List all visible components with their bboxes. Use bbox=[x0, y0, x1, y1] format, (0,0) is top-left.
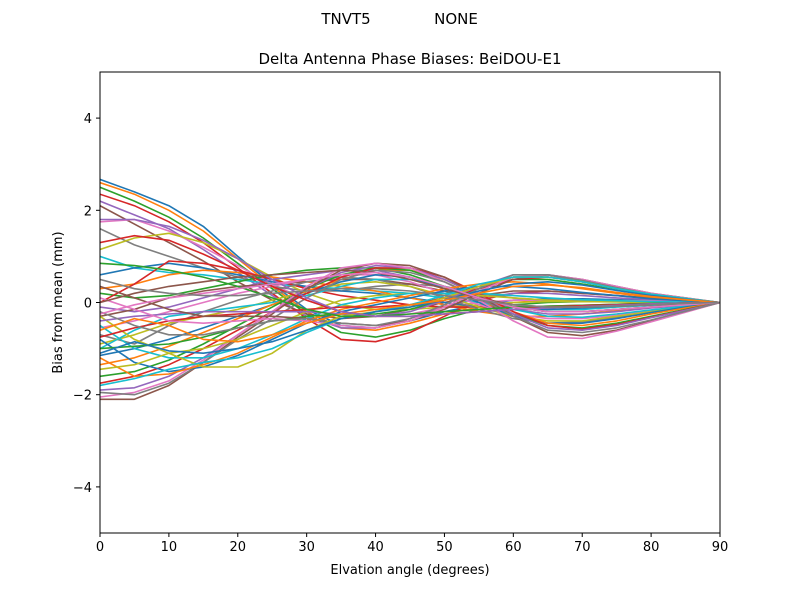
chart-title: Delta Antenna Phase Biases: BeiDOU-E1 bbox=[259, 50, 562, 68]
series-line-23 bbox=[100, 267, 720, 378]
series-line-17 bbox=[100, 273, 720, 329]
x-axis-label: Elvation angle (degrees) bbox=[330, 563, 489, 578]
series-line-45 bbox=[100, 218, 720, 318]
y-tick-label: 0 bbox=[84, 297, 92, 312]
x-tick-label: 10 bbox=[161, 540, 178, 555]
series-group bbox=[100, 178, 720, 401]
suptitle-station: TNVT5 bbox=[320, 10, 370, 28]
x-tick-label: 0 bbox=[96, 540, 104, 555]
y-tick-label: 2 bbox=[84, 204, 92, 219]
x-tick-label: 20 bbox=[230, 540, 247, 555]
series-line-41 bbox=[100, 280, 720, 355]
y-axis-label: Bias from mean (mm) bbox=[51, 231, 66, 373]
y-tick-label: 4 bbox=[84, 112, 92, 127]
series-line-48 bbox=[100, 278, 720, 308]
x-tick-label: 50 bbox=[436, 540, 453, 555]
x-tick-label: 80 bbox=[643, 540, 660, 555]
x-tick-label: 30 bbox=[298, 540, 315, 555]
series-line-38 bbox=[100, 273, 720, 336]
series-line-47 bbox=[100, 271, 720, 315]
y-axis: −4 −2 0 2 4 bbox=[73, 112, 100, 496]
x-tick-label: 40 bbox=[367, 540, 384, 555]
x-axis: 0 10 20 30 40 50 60 70 80 90 bbox=[96, 533, 728, 555]
series-line-37 bbox=[100, 273, 720, 329]
x-tick-label: 70 bbox=[574, 540, 591, 555]
series-line-33 bbox=[100, 278, 720, 350]
x-tick-label: 90 bbox=[712, 540, 729, 555]
y-tick-label: −4 bbox=[73, 481, 92, 496]
series-line-27 bbox=[100, 262, 720, 398]
x-tick-label: 60 bbox=[505, 540, 522, 555]
series-line-32 bbox=[100, 280, 720, 378]
series-line-30 bbox=[100, 292, 720, 359]
suptitle-model: NONE bbox=[434, 10, 478, 28]
series-line-42 bbox=[100, 284, 720, 343]
y-tick-label: −2 bbox=[73, 389, 92, 404]
